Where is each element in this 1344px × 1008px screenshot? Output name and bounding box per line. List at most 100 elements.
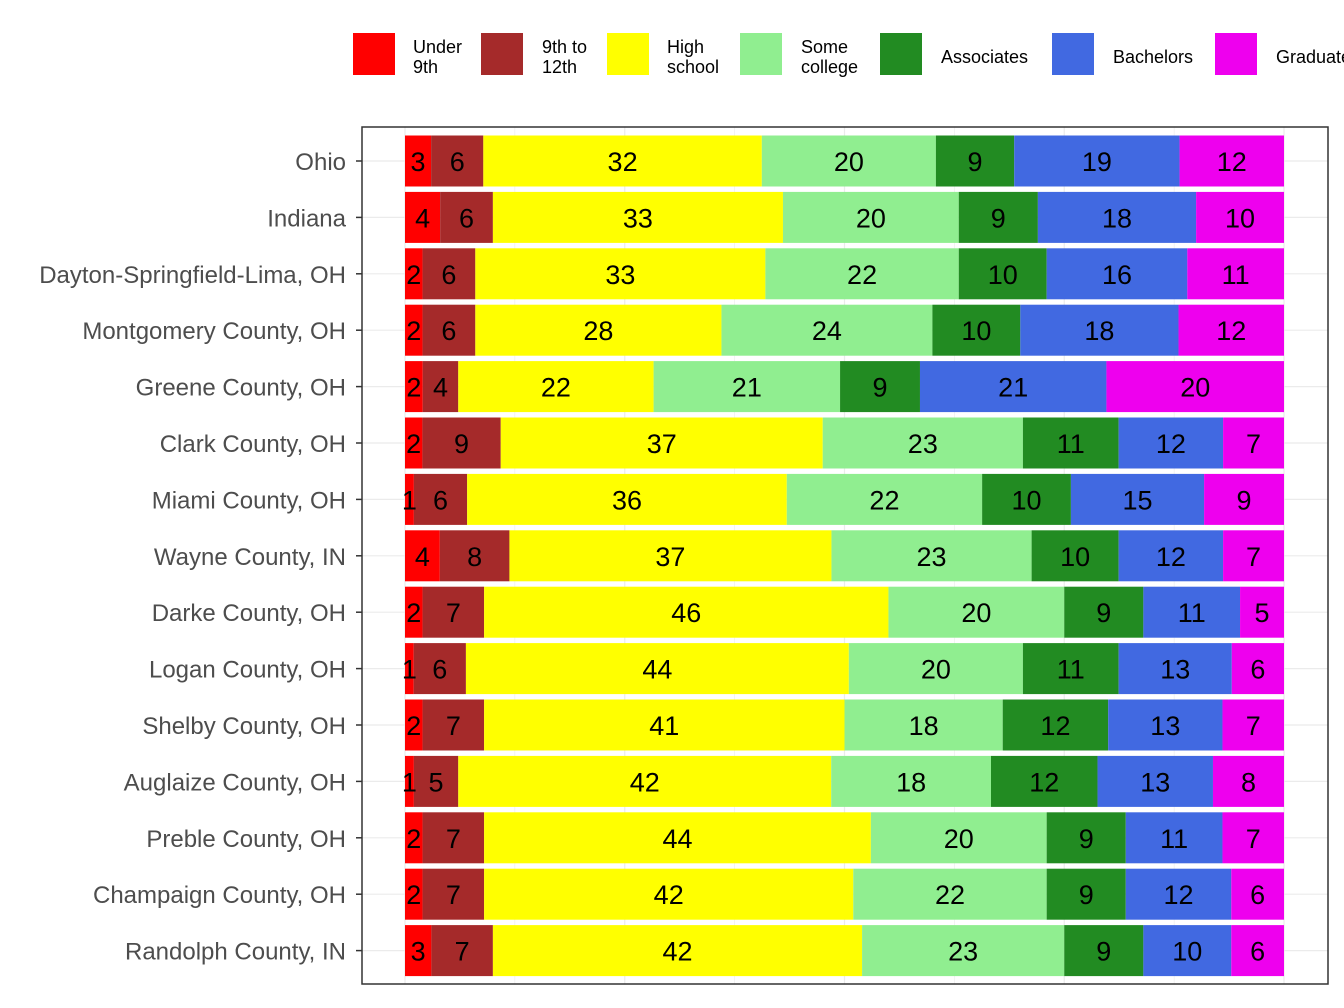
bar-high-school-darke-county-oh: [484, 586, 889, 638]
bar-high-school-logan-county-oh: [465, 643, 849, 695]
legend-key-9th-to-12th: [481, 33, 523, 75]
legend: Under 9th 9th to 12th High school Some college A…: [353, 33, 1344, 77]
bar-9th-to-12th-logan-county-oh: [413, 643, 466, 695]
bar-graduate-miami-county-oh: [1204, 473, 1284, 525]
bar-graduate-randolph-county-in: [1231, 925, 1284, 977]
bar-bachelors-indiana: [1037, 191, 1197, 243]
y-tick-label-shelby-county-oh: Shelby County, OH: [142, 713, 346, 740]
bar-bachelors-clark-county-oh: [1118, 417, 1224, 469]
bar-bachelors-dayton-springfield-lima-oh: [1046, 248, 1188, 300]
legend-item-graduate: Graduate: [1215, 33, 1344, 75]
bar-bachelors-ohio: [1014, 135, 1180, 187]
legend-key-associates: [880, 33, 922, 75]
bar-high-school-montgomery-county-oh: [475, 304, 722, 356]
legend-key-some-college: [740, 33, 782, 75]
data-label-9th-to-12th-champaign-county-oh: 7: [446, 880, 461, 910]
bar-associates-champaign-county-oh: [1046, 868, 1126, 920]
data-label-high-school-ohio: 32: [608, 147, 638, 177]
bar-under-9th-ohio: [405, 135, 432, 187]
data-label-some-college-preble-county-oh: 20: [944, 824, 974, 854]
legend-label-high-school: High school: [667, 37, 719, 77]
data-label-9th-to-12th-greene-county-oh: 4: [433, 373, 448, 403]
bar-graduate-indiana: [1196, 191, 1284, 243]
bar-high-school-miami-county-oh: [467, 473, 787, 525]
data-label-some-college-montgomery-county-oh: 24: [812, 316, 842, 346]
bar-graduate-clark-county-oh: [1223, 417, 1284, 469]
bar-under-9th-wayne-county-in: [405, 530, 440, 582]
data-label-under-9th-preble-county-oh: 2: [406, 824, 421, 854]
bar-9th-to-12th-darke-county-oh: [422, 586, 485, 638]
bar-some-college-darke-county-oh: [888, 586, 1065, 638]
legend-item-bachelors: Bachelors: [1052, 33, 1193, 75]
bar-high-school-greene-county-oh: [458, 361, 654, 413]
data-label-bachelors-ohio: 19: [1082, 147, 1112, 177]
legend-key-under-9th: [353, 33, 395, 75]
legend-item-associates: Associates: [880, 33, 1028, 75]
data-label-graduate-ohio: 12: [1217, 147, 1247, 177]
bar-some-college-wayne-county-in: [831, 530, 1032, 582]
data-label-associates-montgomery-county-oh: 10: [961, 316, 991, 346]
y-axis: Ohio Indiana Dayton-Springfield-Lima, OH Mo…: [39, 149, 362, 966]
bar-some-college-indiana: [782, 191, 959, 243]
bar-some-college-clark-county-oh: [822, 417, 1023, 469]
data-label-bachelors-logan-county-oh: 13: [1160, 655, 1190, 685]
bar-high-school-clark-county-oh: [500, 417, 823, 469]
data-label-associates-clark-county-oh: 11: [1057, 429, 1085, 459]
bar-9th-to-12th-randolph-county-in: [431, 925, 493, 977]
data-label-bachelors-auglaize-county-oh: 13: [1140, 767, 1170, 797]
legend-label-under-9th: Under 9th: [413, 37, 462, 77]
bar-under-9th-champaign-county-oh: [405, 868, 423, 920]
bar-graduate-ohio: [1179, 135, 1284, 187]
data-label-high-school-shelby-county-oh: 41: [649, 711, 679, 741]
bar-bachelors-logan-county-oh: [1118, 643, 1232, 695]
data-label-some-college-randolph-county-in: 23: [948, 937, 978, 967]
data-label-bachelors-indiana: 18: [1102, 203, 1132, 233]
data-label-under-9th-clark-county-oh: 2: [406, 429, 421, 459]
data-label-bachelors-darke-county-oh: 11: [1178, 598, 1206, 628]
data-label-high-school-greene-county-oh: 22: [541, 373, 571, 403]
data-label-under-9th-shelby-county-oh: 2: [406, 711, 421, 741]
bar-under-9th-dayton-springfield-lima-oh: [405, 248, 423, 300]
bar-some-college-randolph-county-in: [862, 925, 1065, 977]
data-label-under-9th-greene-county-oh: 2: [406, 373, 421, 403]
data-label-associates-auglaize-county-oh: 12: [1029, 767, 1059, 797]
data-label-9th-to-12th-randolph-county-in: 7: [455, 937, 470, 967]
data-label-9th-to-12th-auglaize-county-oh: 5: [429, 767, 444, 797]
bar-some-college-auglaize-county-oh: [831, 755, 991, 807]
bar-associates-indiana: [958, 191, 1038, 243]
data-label-under-9th-champaign-county-oh: 2: [406, 880, 421, 910]
bar-high-school-randolph-county-in: [492, 925, 863, 977]
bar-high-school-shelby-county-oh: [484, 699, 845, 751]
bar-9th-to-12th-miami-county-oh: [413, 473, 468, 525]
data-label-graduate-wayne-county-in: 7: [1246, 542, 1261, 572]
bar-some-college-preble-county-oh: [870, 812, 1047, 864]
bar-9th-to-12th-auglaize-county-oh: [413, 755, 459, 807]
bar-associates-ohio: [935, 135, 1015, 187]
bar-high-school-indiana: [492, 191, 783, 243]
data-label-9th-to-12th-clark-county-oh: 9: [454, 429, 469, 459]
bar-9th-to-12th-dayton-springfield-lima-oh: [422, 248, 476, 300]
bar-associates-randolph-county-in: [1064, 925, 1144, 977]
data-label-bachelors-montgomery-county-oh: 18: [1084, 316, 1114, 346]
legend-label-some-college: Some college: [801, 37, 858, 77]
bar-9th-to-12th-preble-county-oh: [422, 812, 485, 864]
data-label-high-school-dayton-springfield-lima-oh: 33: [605, 260, 635, 290]
data-label-under-9th-miami-county-oh: 1: [402, 485, 417, 515]
bar-under-9th-greene-county-oh: [405, 361, 423, 413]
data-label-some-college-logan-county-oh: 20: [921, 655, 951, 685]
legend-key-graduate: [1215, 33, 1257, 75]
bar-graduate-greene-county-oh: [1106, 361, 1284, 413]
data-label-bachelors-champaign-county-oh: 12: [1163, 880, 1193, 910]
y-tick-label-wayne-county-in: Wayne County, IN: [154, 544, 346, 571]
data-label-some-college-miami-county-oh: 22: [869, 485, 899, 515]
data-labels: 3 6 32 20 9 19 124 6 33 20 9 18 102 6 33 22 10 16 112 6 28 24…: [402, 147, 1270, 967]
bar-under-9th-indiana: [405, 191, 441, 243]
bar-associates-logan-county-oh: [1022, 643, 1119, 695]
bar-9th-to-12th-champaign-county-oh: [422, 868, 485, 920]
bar-graduate-logan-county-oh: [1231, 643, 1284, 695]
data-label-associates-miami-county-oh: 10: [1011, 485, 1041, 515]
legend-label-9th-to-12th: 9th to 12th: [542, 37, 587, 77]
data-label-bachelors-randolph-county-in: 10: [1172, 937, 1202, 967]
data-label-graduate-randolph-county-in: 6: [1250, 937, 1265, 967]
